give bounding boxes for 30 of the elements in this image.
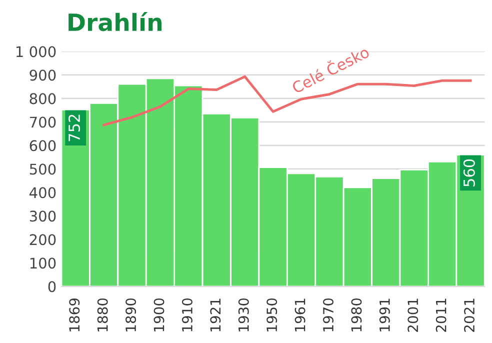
x-tick-label: 1921: [210, 298, 221, 332]
data-label: 560: [463, 159, 475, 186]
y-tick-label: 1 000: [16, 46, 56, 58]
y-tick-label: 100: [30, 258, 56, 269]
x-tick-label: 1890: [126, 298, 136, 332]
x-tick-label: 1869: [69, 298, 80, 332]
x-tick-label: 1900: [154, 298, 164, 332]
x-tick-label: 1880: [97, 298, 108, 332]
x-tick-label: 1910: [182, 298, 192, 332]
y-tick-label: 200: [30, 234, 56, 246]
y-tick-label: 0: [48, 281, 56, 292]
x-tick-label: 1991: [379, 298, 390, 332]
chart-title: Drahlín: [68, 12, 162, 32]
y-tick-label: 400: [30, 187, 56, 198]
y-tick-label: 800: [30, 93, 56, 104]
x-tick-label: 1930: [238, 298, 249, 332]
x-tick-label: 2021: [464, 298, 475, 332]
text: Celé Česko: [290, 43, 370, 94]
data-label: 752: [68, 114, 80, 142]
y-tick-label: 900: [30, 70, 56, 81]
y-tick-label: 500: [30, 164, 56, 175]
x-tick-label: 1980: [351, 298, 362, 332]
x-tick-label: 2001: [408, 298, 418, 332]
y-tick-label: 700: [30, 116, 56, 128]
x-tick-label: 1970: [323, 298, 334, 332]
x-tick-label: 1950: [266, 298, 278, 332]
x-tick-label: 1961: [294, 298, 306, 332]
y-tick-label: 300: [30, 210, 56, 222]
y-tick-label: 600: [30, 140, 56, 152]
x-tick-label: 2011: [436, 298, 446, 332]
